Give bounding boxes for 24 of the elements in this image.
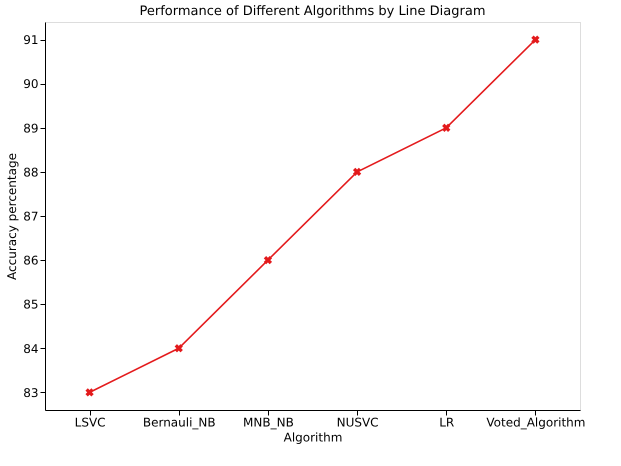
y-tick-label: 83 (23, 386, 38, 400)
point (264, 256, 272, 264)
y-tick-label: 89 (23, 121, 38, 136)
y-tick-label: 84 (23, 342, 38, 356)
point (531, 35, 540, 44)
x-axis-title: Algorithm (284, 430, 342, 444)
y-tick-label: 90 (23, 77, 38, 92)
x-tick-label: MNB_NB (243, 416, 294, 430)
y-tick-label: 87 (23, 210, 38, 224)
point (85, 388, 94, 397)
x-tick-label: Bernauli_NB (142, 416, 216, 430)
y-axis-title: Accuracy percentage (5, 153, 20, 280)
point (352, 168, 362, 176)
x-tick-label: LR (439, 416, 454, 430)
y-tick-label: 91 (23, 33, 38, 48)
y-tick-label: 86 (23, 254, 38, 268)
x-tick-label: NUSVC (336, 416, 379, 430)
chart-title: Performance of Different Algorithms by Line Diagram (140, 4, 486, 19)
y-tick-label: 88 (23, 165, 38, 180)
point (174, 344, 183, 352)
y-tick-label: 85 (23, 298, 38, 312)
x-tick-label: Voted_Algorithm (486, 416, 586, 430)
x-tick-label: LSVC (74, 416, 106, 430)
point (442, 124, 450, 132)
